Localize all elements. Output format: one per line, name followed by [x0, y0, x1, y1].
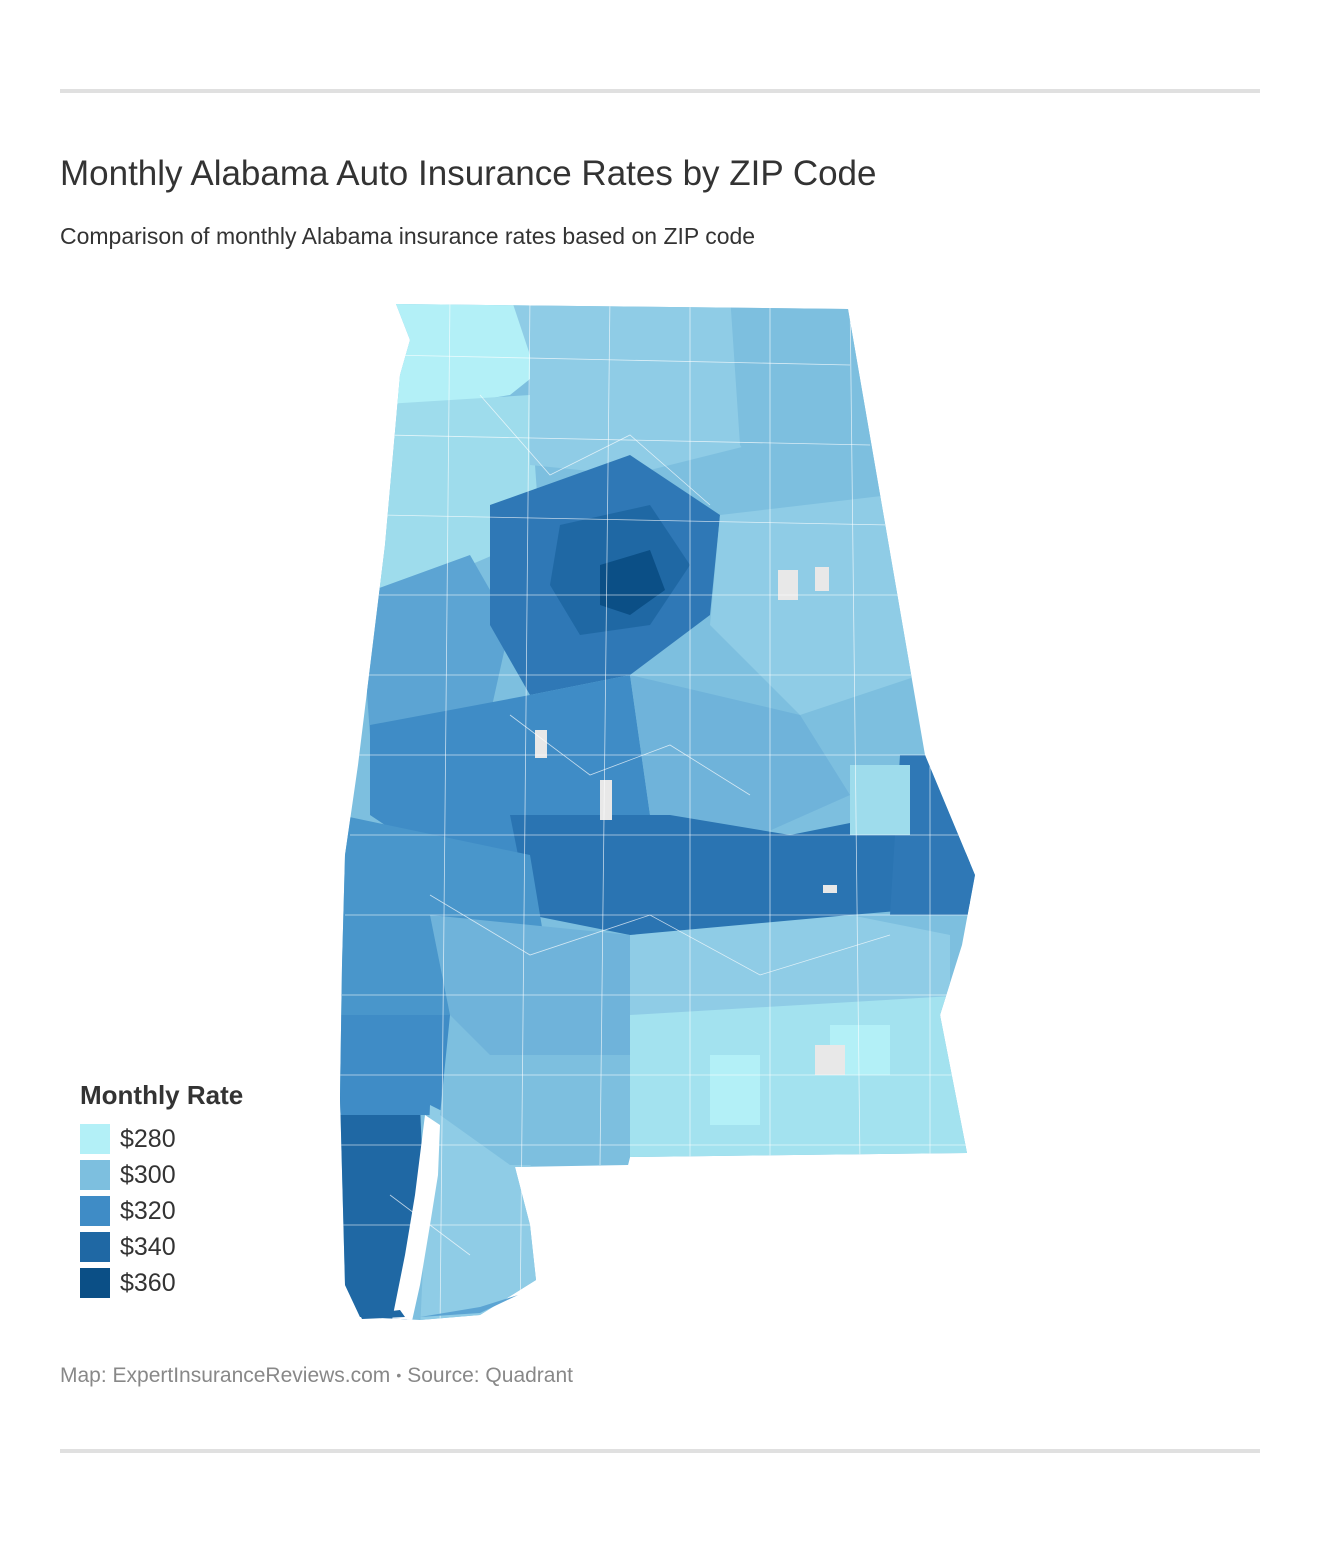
page-title: Monthly Alabama Auto Insurance Rates by …: [60, 154, 877, 193]
legend-swatch: [80, 1196, 110, 1226]
legend-label: $300: [120, 1160, 176, 1189]
black-belt-region: [510, 815, 970, 935]
map-credits: Map: ExpertInsuranceReviews.com • Source: …: [60, 1364, 573, 1388]
legend-item: $280: [80, 1121, 243, 1157]
map-credit-text: Map: ExpertInsuranceReviews.com: [60, 1364, 391, 1387]
alabama-choropleth-map[interactable]: [330, 295, 990, 1330]
fort-morgan-peninsula: [420, 1295, 518, 1317]
northwest-region: [390, 304, 560, 415]
birmingham-core-region: [600, 550, 665, 615]
east-central-region: [710, 495, 920, 715]
west-central-region: [360, 555, 510, 735]
top-divider: [60, 89, 1260, 93]
no-data-area-2: [815, 567, 829, 591]
legend-label: $320: [120, 1196, 176, 1225]
map-legend: Monthly Rate $280 $300 $320 $340 $360: [80, 1080, 243, 1301]
legend-swatch: [80, 1160, 110, 1190]
north-region: [510, 304, 750, 475]
legend-title: Monthly Rate: [80, 1080, 244, 1110]
credit-separator: •: [396, 1367, 402, 1383]
zip-boundaries: [340, 304, 975, 1320]
legend-item: $320: [80, 1193, 243, 1229]
mobile-region: [340, 1095, 425, 1320]
no-data-area-3: [535, 730, 547, 758]
legend-swatch: [80, 1268, 110, 1298]
no-data-area-1: [778, 570, 798, 600]
lee-region: [850, 765, 910, 835]
page-subtitle: Comparison of monthly Alabama insurance …: [60, 223, 756, 249]
wiregrass-light-region-1: [710, 1055, 760, 1125]
wiregrass-region: [630, 995, 975, 1165]
mobile-bay-water: [390, 1115, 440, 1320]
escambia-region: [440, 1055, 630, 1165]
legend-item: $340: [80, 1229, 243, 1265]
legend-item: $360: [80, 1265, 243, 1301]
south-central-west-region: [430, 915, 630, 1095]
legend-label: $280: [120, 1124, 176, 1153]
legend-label: $340: [120, 1232, 176, 1261]
legend-label: $360: [120, 1268, 176, 1297]
legend-swatch: [80, 1232, 110, 1262]
legend-item: $300: [80, 1157, 243, 1193]
no-data-area-6: [823, 885, 837, 893]
legend-swatch: [80, 1124, 110, 1154]
source-text: Source: Quadrant: [407, 1364, 573, 1387]
bottom-divider: [60, 1449, 1260, 1453]
washington-region: [340, 1015, 450, 1115]
central-west-region: [370, 675, 650, 855]
no-data-area-4: [600, 780, 612, 820]
no-data-area-5: [815, 1045, 845, 1075]
map-regions: [340, 304, 975, 1320]
dauphin-island: [360, 1310, 405, 1319]
